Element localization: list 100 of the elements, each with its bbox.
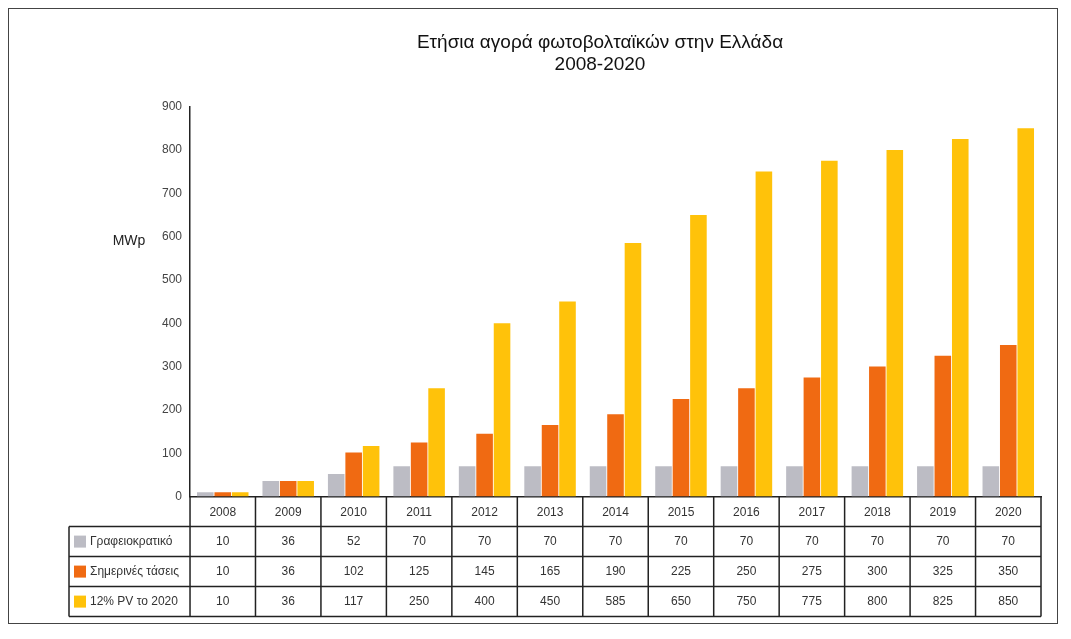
bar <box>262 481 280 497</box>
data-label: 825 <box>932 593 954 608</box>
data-label: 585 <box>605 593 626 608</box>
y-tick-label: 800 <box>161 142 183 157</box>
bar <box>690 214 707 497</box>
bar <box>559 301 576 497</box>
chart-title: Ετήσια αγορά φωτοβολταϊκών στην Ελλάδα 2008-2020 <box>416 30 784 75</box>
data-label: 70 <box>739 533 754 548</box>
data-label: 275 <box>801 563 823 578</box>
bar <box>607 414 624 497</box>
y-tick-label: 900 <box>161 98 183 113</box>
bar <box>197 492 214 497</box>
bar <box>934 355 952 497</box>
bar <box>393 466 410 497</box>
bar <box>869 366 886 497</box>
bar <box>755 171 773 497</box>
bar <box>786 466 803 497</box>
y-tick-label: 0 <box>175 488 183 503</box>
y-tick-label: 200 <box>161 402 183 417</box>
bar <box>297 481 314 497</box>
data-label: 250 <box>736 563 757 578</box>
data-label: 70 <box>608 533 623 548</box>
bar <box>999 344 1017 497</box>
bar <box>803 377 821 497</box>
data-label: 650 <box>670 593 692 608</box>
data-label: 36 <box>281 563 296 578</box>
bar <box>476 433 493 497</box>
x-tick-label: 2012 <box>471 505 499 520</box>
bar <box>624 243 642 497</box>
data-label: 450 <box>540 593 561 608</box>
bar <box>541 425 559 497</box>
x-tick-label: 2016 <box>733 505 761 520</box>
bar <box>214 492 232 497</box>
x-tick-label: 2015 <box>667 505 695 520</box>
data-label: 36 <box>281 593 296 608</box>
bar <box>720 466 738 497</box>
data-label: 70 <box>805 533 819 548</box>
y-axis-title: MWp <box>112 232 146 249</box>
data-label: 10 <box>216 593 230 608</box>
bar <box>655 466 672 497</box>
x-tick-label: 2017 <box>798 505 826 520</box>
bar <box>821 160 838 497</box>
data-label: 125 <box>409 563 430 578</box>
x-tick-label: 2019 <box>929 505 957 520</box>
legend-label: Σημερινές τάσεις <box>90 563 180 578</box>
x-tick-label: 2020 <box>994 505 1022 520</box>
x-tick-label: 2008 <box>209 505 237 520</box>
x-tick-label: 2009 <box>274 505 302 520</box>
data-label: 70 <box>870 533 885 548</box>
y-tick-label: 500 <box>161 272 183 287</box>
y-tick-label: 400 <box>161 315 183 330</box>
bar <box>917 466 934 497</box>
x-tick-label: 2013 <box>536 505 564 520</box>
data-label: 800 <box>867 593 888 608</box>
data-label: 350 <box>998 563 1019 578</box>
bar <box>362 445 380 497</box>
data-label: 52 <box>346 533 361 548</box>
legend-label: 12% PV το 2020 <box>90 593 179 608</box>
data-label: 225 <box>670 563 692 578</box>
bar <box>458 466 476 497</box>
y-tick-label: 600 <box>161 228 183 243</box>
data-label: 70 <box>412 533 427 548</box>
bar <box>672 399 690 497</box>
bar <box>1017 128 1035 497</box>
bar <box>410 442 428 497</box>
y-tick-label: 300 <box>161 358 183 373</box>
y-tick-label: 700 <box>161 185 183 200</box>
data-label: 400 <box>474 593 495 608</box>
data-label: 850 <box>998 593 1019 608</box>
data-label: 775 <box>801 593 823 608</box>
data-label: 145 <box>474 563 495 578</box>
bar <box>493 323 511 497</box>
y-tick-label: 100 <box>161 445 183 460</box>
data-label: 36 <box>281 533 296 548</box>
data-label: 250 <box>409 593 430 608</box>
data-label: 750 <box>736 593 757 608</box>
bar <box>589 466 607 497</box>
bar <box>327 474 345 497</box>
data-label: 10 <box>216 533 230 548</box>
data-label: 102 <box>343 563 364 578</box>
data-label: 10 <box>216 563 230 578</box>
data-label: 325 <box>932 563 954 578</box>
legend-label: Γραφειοκρατικό <box>90 533 173 548</box>
data-label: 70 <box>674 533 688 548</box>
data-label: 70 <box>1001 533 1016 548</box>
bar <box>279 481 297 497</box>
data-label: 190 <box>605 563 626 578</box>
bar <box>428 388 445 497</box>
bar <box>951 139 969 497</box>
data-label: 70 <box>936 533 950 548</box>
data-label: 117 <box>344 593 364 608</box>
x-tick-label: 2018 <box>864 505 892 520</box>
bar <box>886 149 904 497</box>
data-label: 165 <box>540 563 561 578</box>
data-label: 300 <box>867 563 888 578</box>
bar <box>524 466 541 497</box>
data-label: 70 <box>477 533 492 548</box>
x-tick-label: 2014 <box>602 505 630 520</box>
bar <box>982 466 1000 497</box>
bar <box>345 452 362 497</box>
